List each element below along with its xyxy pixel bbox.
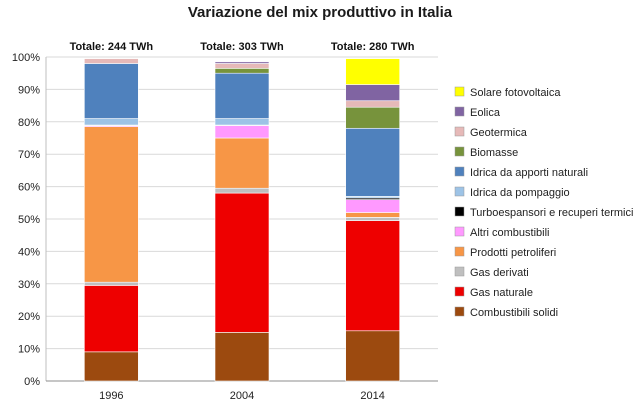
y-tick-label: 20%: [18, 311, 40, 323]
bar-segment-gas-derivati-2004: [214, 187, 270, 194]
legend-swatch: [454, 146, 465, 157]
legend-label: Altri combustibili: [470, 227, 549, 239]
legend-label: Idrica da pompaggio: [470, 187, 570, 199]
bar-segment-biomasse-2014: [345, 106, 400, 129]
y-tick-label: 90%: [18, 84, 40, 96]
x-tick-label: 2014: [360, 390, 384, 402]
bar-segment-gas-naturale-2014: [345, 220, 400, 332]
bar-segment-idrica-da-apporti-naturali-2014: [345, 127, 400, 197]
legend-label: Turboespansori e recuperi termici: [470, 207, 633, 219]
bar-segment-prodotti-petroliferi-1996: [84, 126, 139, 283]
y-tick-label: 60%: [18, 182, 40, 194]
y-tick-label: 80%: [18, 117, 40, 129]
bar-segment-idrica-da-pompaggio-1996: [84, 118, 139, 126]
chart-title: Variazione del mix produttivo in Italia: [187, 4, 453, 21]
y-tick-label: 10%: [18, 344, 40, 356]
bar-segment-combustibili-solidi-2014: [345, 330, 400, 382]
bar-segment-idrica-da-pompaggio-2004: [214, 118, 270, 126]
legend-swatch: [454, 106, 465, 117]
bar-segment-prodotti-petroliferi-2014: [345, 212, 400, 218]
y-tick-label: 70%: [18, 149, 40, 161]
total-label: Totale: 244 TWh: [70, 41, 154, 53]
y-tick-label: 40%: [18, 246, 40, 258]
legend-label: Prodotti petroliferi: [470, 247, 556, 259]
legend-label: Gas derivati: [470, 267, 529, 279]
legend-label: Biomasse: [470, 147, 518, 159]
legend-swatch: [454, 126, 465, 137]
legend-swatch: [454, 306, 465, 317]
bar-segment-geotermica-2014: [345, 100, 400, 108]
y-tick-label: 0%: [24, 376, 40, 388]
legend-label: Geotermica: [470, 127, 528, 139]
legend-swatch: [454, 226, 465, 237]
bar-segment-biomasse-2004: [214, 68, 270, 74]
y-tick-label: 30%: [18, 279, 40, 291]
bar-segment-eolica-2004: [214, 61, 270, 64]
bar-segment-combustibili-solidi-2004: [214, 332, 270, 382]
legend-swatch: [454, 166, 465, 177]
legend-label: Combustibili solidi: [470, 307, 558, 319]
x-tick-label: 1996: [99, 390, 123, 402]
bar-segment-altri-combustibili-2004: [214, 125, 270, 139]
x-tick-label: 2004: [230, 390, 254, 402]
total-label: Totale: 280 TWh: [331, 41, 415, 53]
bar-segment-altri-combustibili-2014: [345, 199, 400, 213]
y-tick-label: 100%: [12, 52, 40, 64]
legend-swatch: [454, 186, 465, 197]
bar-segment-eolica-2014: [345, 84, 400, 102]
legend-label: Idrica da apporti naturali: [470, 167, 588, 179]
legend-label: Gas naturale: [470, 287, 533, 299]
bar-segment-gas-derivati-2014: [345, 217, 400, 221]
legend-swatch: [454, 286, 465, 297]
legend-label: Eolica: [470, 107, 501, 119]
bar-segment-idrica-da-apporti-naturali-2004: [214, 72, 270, 119]
bar-segment-gas-naturale-1996: [84, 285, 139, 353]
y-tick-label: 50%: [18, 214, 40, 226]
bar-segment-geotermica-2004: [214, 63, 270, 69]
bar-segment-combustibili-solidi-1996: [84, 351, 139, 382]
legend-swatch: [454, 206, 465, 217]
bar-segment-idrica-da-apporti-naturali-1996: [84, 63, 139, 119]
bar-segment-prodotti-petroliferi-2004: [214, 137, 270, 189]
legend-swatch: [454, 86, 465, 97]
bar-segment-solare-fotovoltaica-2014: [345, 58, 400, 85]
total-label: Totale: 303 TWh: [200, 41, 284, 53]
legend-label: Solare fotovoltaica: [470, 87, 561, 99]
bar-segment-gas-naturale-2004: [214, 192, 270, 333]
bar-segment-geotermica-1996: [84, 58, 139, 64]
bar-segment-gas-derivati-1996: [84, 281, 139, 286]
legend-swatch: [454, 246, 465, 257]
legend-swatch: [454, 266, 465, 277]
